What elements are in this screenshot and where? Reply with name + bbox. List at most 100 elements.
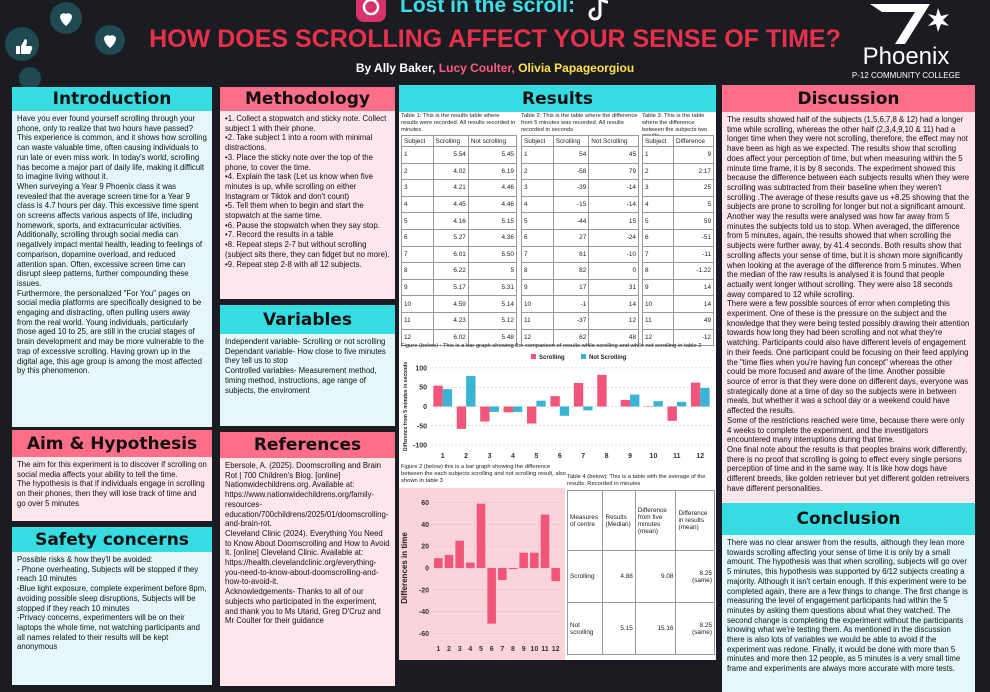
bar [541, 515, 550, 568]
x-tick-label: 2 [447, 646, 451, 653]
table-cell: 5.15 [603, 603, 635, 655]
table-cell: 9.08 [635, 551, 676, 603]
y-tick-label: 0 [425, 566, 429, 573]
table-cell: 7 [522, 246, 554, 263]
logo-name: Phoenix [863, 43, 950, 70]
table-cell: 10 [643, 296, 674, 313]
table-cell: 5.14 [468, 296, 516, 313]
bar [433, 386, 442, 407]
bar [536, 401, 545, 407]
table-cell: 7 [643, 246, 674, 263]
table-caption: Table 2: This is the table where the dif… [521, 113, 639, 135]
table-cell: 6.22 [433, 263, 468, 280]
table-cell: 4.46 [468, 180, 516, 197]
section-body: Have you ever found yourself scrolling t… [12, 111, 212, 427]
table-cell: 4.21 [433, 180, 468, 197]
table-cell: 8 [402, 263, 434, 280]
table-cell: 2 [643, 163, 674, 180]
header-decor: Lost in the scroll: HOW DOES SCROLLING A… [0, 0, 990, 90]
bar [700, 388, 709, 407]
y-tick-label: -50 [417, 423, 427, 430]
bar [466, 376, 475, 406]
bar [457, 407, 466, 429]
section-heading: Aim & Hypothesis [12, 430, 212, 457]
column-header: Scrolling [553, 136, 589, 147]
table-cell: 9 [643, 279, 674, 296]
paragraph: Have you ever found yourself scrolling t… [17, 114, 207, 182]
table-cell: 11 [402, 312, 434, 329]
x-tick-label: 12 [552, 646, 560, 653]
column-header: Subject [522, 136, 554, 147]
paragraph: Controlled variables- Measurement method… [225, 366, 390, 395]
y-tick-label: -40 [419, 609, 429, 616]
x-tick-label: 1 [436, 646, 440, 653]
paragraph: -Blue light exposure, complete experimen… [17, 584, 207, 613]
paragraph: Cleveland Clinic (2024). Everything You … [225, 529, 390, 587]
table-caption: Table 3: This is the table where the dif… [642, 113, 714, 135]
paragraph: Ebersole, A. (2025). Doomscrolling and B… [225, 461, 390, 529]
phoenix-logo [870, 4, 949, 44]
table-cell: 25 [673, 180, 713, 197]
author: By Ally Baker, [356, 61, 436, 75]
table-cell: 49 [673, 312, 713, 329]
table-cell: 7 [402, 246, 434, 263]
y-tick-label: 50 [419, 385, 427, 392]
bar [677, 402, 686, 407]
table-cell: 4.59 [433, 296, 468, 313]
table-row: 4-15-14 [522, 196, 639, 213]
table-caption: Table 4 (below): This is a table with th… [567, 474, 715, 490]
column-header: Difference from five minutes (mean) [635, 491, 676, 551]
table-cell: -1 [553, 296, 589, 313]
table-cell: 2 [402, 163, 434, 180]
section-body: The aim for this experiment is to discov… [12, 457, 212, 521]
table-cell: 17 [553, 279, 589, 296]
paragraph: When surveying a Year 9 Phoenix class it… [17, 182, 207, 289]
paragraph: -Privacy concerns, experimenters will be… [17, 613, 207, 652]
section-heading: Methodology [220, 87, 395, 111]
x-tick-label: 5 [534, 453, 538, 460]
table-cell: 11 [643, 312, 674, 329]
legend-swatch [531, 354, 536, 359]
table-cell: 5 [643, 213, 674, 230]
bar [597, 375, 606, 407]
bar [487, 568, 496, 624]
x-tick-label: 3 [458, 646, 462, 653]
y-tick-label: 100 [415, 365, 427, 372]
paragraph: •5. Tell them when to begin and start th… [225, 201, 390, 220]
table-cell: 4.88 [603, 551, 635, 603]
table-cell: 5 [673, 196, 713, 213]
table-cell: 1 [643, 147, 674, 164]
x-tick-label: 5 [479, 646, 483, 653]
x-tick-label: 7 [581, 453, 585, 460]
table-cell: 5 [468, 263, 516, 280]
table-cell: 4 [522, 196, 554, 213]
table-cell: 31 [589, 279, 639, 296]
table-block: Table 4 (below): This is a table with th… [567, 474, 715, 655]
table-cell: 9 [673, 147, 713, 164]
section-heading: Variables [220, 305, 395, 334]
section-heading: Safety concerns [12, 527, 212, 552]
table-cell: 12 [589, 312, 639, 329]
table-cell: 2 [522, 163, 554, 180]
bar [477, 504, 486, 568]
y-tick-label: -20 [419, 587, 429, 594]
table-cell: 10 [522, 296, 554, 313]
table-cell: 4.45 [433, 196, 468, 213]
paragraph: •7. Record the results in a table [225, 230, 390, 240]
table-cell: 5.54 [433, 147, 468, 164]
